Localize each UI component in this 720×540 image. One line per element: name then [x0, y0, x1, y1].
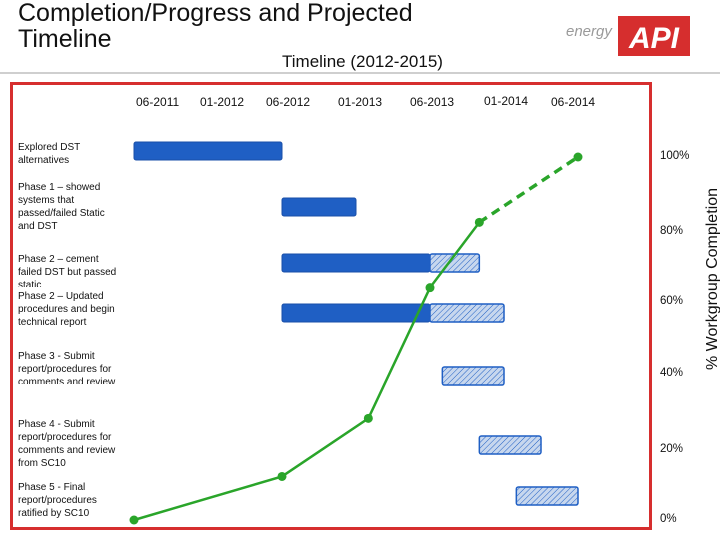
projected-progress-point — [573, 152, 583, 162]
actual-progress-point — [474, 217, 484, 227]
x-tick-label: 06-2013 — [410, 95, 455, 109]
y-tick-label: 0% — [660, 513, 677, 525]
x-tick-label: 01-2012 — [200, 95, 245, 109]
phase-label: Phase 4 - Submit report/procedures for c… — [18, 419, 116, 469]
x-tick-label: 06-2011 — [136, 95, 180, 109]
phase-label: Phase 5 - Final report/procedures ratifi… — [18, 482, 97, 519]
header-divider — [0, 72, 720, 74]
completed-bar — [281, 197, 357, 217]
x-tick-label: 06-2012 — [266, 95, 311, 109]
phase-label: Explored DST alternatives — [18, 142, 81, 166]
projected-bar — [478, 435, 542, 455]
phase-label: Phase 1 – showed systems that passed/fai… — [18, 182, 105, 232]
x-tick-label: 06-2014 — [551, 95, 596, 109]
title-line-1: Completion/Progress and Projected — [18, 0, 413, 27]
completed-bar — [281, 303, 431, 323]
task-bars — [133, 141, 579, 506]
projected-bar — [515, 486, 579, 506]
actual-progress-point — [363, 413, 373, 423]
y-tick-label: 60% — [660, 295, 684, 307]
projected-bar — [441, 366, 505, 386]
y-tick-label: 100% — [660, 150, 690, 162]
actual-progress-point — [277, 471, 287, 481]
chart-frame — [10, 82, 652, 530]
x-tick-label: 01-2013 — [338, 95, 383, 109]
api-energy-logo: energy API — [566, 16, 690, 56]
logo-mark-box — [618, 16, 690, 56]
chart-subtitle: Timeline (2012-2015) — [282, 52, 443, 71]
logo-energy-text: energy — [566, 23, 613, 40]
phase-label: Phase 2 – cement failed DST but passed s… — [18, 254, 117, 287]
y-tick-label: 80% — [660, 225, 684, 237]
projected-bar — [429, 303, 505, 323]
progress-points — [129, 152, 583, 525]
page-title: Completion/Progress and Projected Timeli… — [18, 0, 413, 52]
title-line-2: Timeline — [18, 25, 112, 53]
completed-bar — [281, 253, 431, 273]
phase-label: Phase 2 – Updated procedures and begin t… — [18, 291, 115, 328]
phase-label: Phase 3 - Submit report/procedures for c… — [18, 351, 116, 384]
y-tick-label: 20% — [660, 443, 684, 455]
actual-progress-point — [129, 515, 139, 525]
x-tick-label: 01-2014 — [484, 94, 529, 108]
y-tick-label: 40% — [660, 367, 684, 379]
actual-progress-point — [425, 283, 435, 293]
logo-mark-text: API — [628, 22, 680, 55]
projected-progress-line — [478, 155, 579, 224]
completed-bar — [133, 141, 283, 161]
